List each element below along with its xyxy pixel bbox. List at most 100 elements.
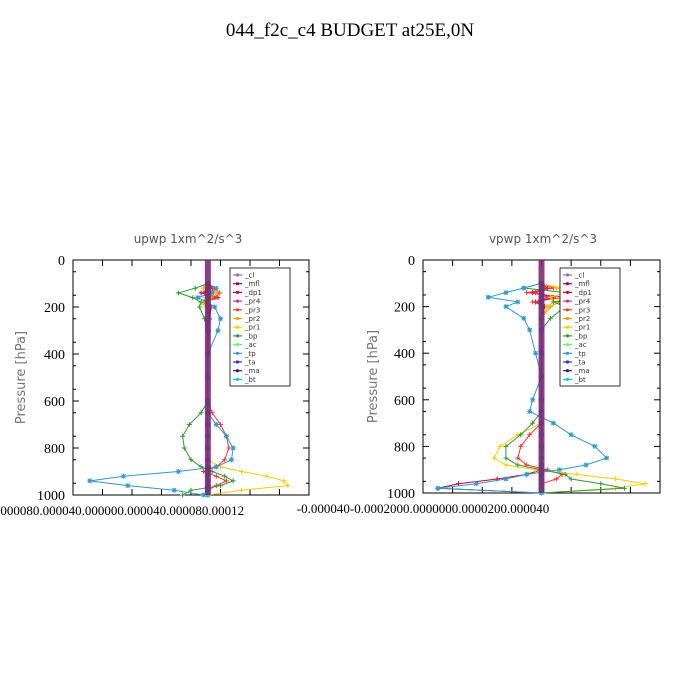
- x-tick-labels: -0.000160.000120.000080.000040.000000.00…: [0, 503, 244, 518]
- legend-marker: [235, 282, 240, 286]
- y-tick-label: 600: [394, 394, 415, 409]
- legend-label: _ac: [574, 341, 587, 349]
- data-point: [503, 462, 509, 468]
- legend-label: _cl: [244, 272, 254, 280]
- legend-label: _tp: [574, 350, 586, 358]
- legend-marker: [565, 334, 570, 338]
- data-point: [87, 478, 93, 484]
- data-point: [186, 422, 192, 427]
- data-point: [527, 327, 533, 333]
- data-point: [198, 410, 204, 416]
- legend-label: _pr3: [244, 306, 260, 314]
- data-point: [212, 304, 218, 310]
- y-tick-label: 200: [44, 301, 65, 316]
- legend-label: _pr1: [244, 324, 260, 332]
- legend-marker: [565, 377, 570, 381]
- y-axis-label: Pressure [hPa]: [366, 330, 381, 423]
- chart-panel-2: vpwp 1xm^2/s^3 Pressure [hPa] 0 200 400 600 80…: [297, 232, 661, 516]
- legend-marker: [235, 377, 240, 381]
- data-point: [515, 455, 521, 461]
- y-tick-label: 800: [394, 440, 415, 455]
- legend-marker: [565, 290, 570, 294]
- y-tick-label: 0: [408, 254, 415, 269]
- data-point: [598, 481, 604, 487]
- data-point: [213, 285, 219, 291]
- data-point: [213, 473, 219, 479]
- data-point: [230, 478, 236, 484]
- legend-marker: [235, 343, 240, 347]
- y-tick-label: 600: [44, 395, 65, 410]
- data-point: [574, 471, 580, 477]
- y-tick-label: 1000: [37, 489, 65, 504]
- data-point: [196, 304, 202, 310]
- legend-label: _pr3: [574, 306, 590, 314]
- legend-label: _mfl: [244, 280, 260, 288]
- data-point: [503, 455, 509, 461]
- data-point: [226, 445, 232, 451]
- data-point: [180, 492, 186, 498]
- data-point: [181, 445, 187, 451]
- legend-label: _bt: [244, 376, 256, 384]
- legend-label: _mfl: [574, 280, 590, 288]
- data-point: [239, 469, 245, 474]
- data-point: [264, 473, 270, 479]
- legend-marker: [235, 308, 240, 312]
- data-point: [175, 469, 181, 474]
- data-point: [201, 492, 207, 498]
- legend-marker: [565, 369, 570, 373]
- data-point: [583, 462, 589, 468]
- legend-marker: [565, 360, 570, 364]
- data-point: [213, 422, 219, 427]
- data-point: [473, 481, 479, 487]
- data-point: [190, 295, 196, 301]
- y-tick-label: 400: [44, 348, 65, 363]
- data-point: [503, 290, 509, 296]
- data-point: [435, 485, 441, 491]
- data-point: [218, 422, 223, 427]
- data-point: [198, 299, 204, 305]
- data-point: [524, 290, 530, 296]
- data-point: [642, 481, 648, 487]
- data-point: [503, 476, 509, 482]
- legend-label: _ta: [244, 359, 256, 367]
- legend-label: _ma: [574, 367, 590, 375]
- data-point: [527, 408, 533, 414]
- data-point: [230, 445, 236, 451]
- legend-label: _pr4: [244, 298, 261, 306]
- legend-label: _ta: [574, 359, 586, 367]
- data-point: [125, 483, 131, 489]
- legend-label: _bp: [574, 332, 588, 340]
- data-point: [171, 487, 177, 493]
- legend-label: _tp: [244, 350, 256, 358]
- legend-marker: [235, 290, 240, 294]
- legend-label: _cl: [574, 272, 584, 280]
- data-point: [521, 315, 527, 321]
- chart-title: upwp 1xm^2/s^3: [134, 232, 243, 246]
- data-point: [180, 433, 186, 439]
- data-point: [218, 483, 223, 489]
- legend: _cl_mfl_dp1_pr4_pr3_pr2_pr1_bp_ac_tp_ta_…: [559, 267, 621, 387]
- legend-marker: [565, 343, 570, 347]
- chart-panel-1: upwp 1xm^2/s^3 Pressure [hPa] 0 200 400 600 80…: [0, 232, 310, 518]
- legend-label: _pr2: [244, 315, 260, 323]
- legend-marker: [565, 273, 570, 277]
- legend-marker: [235, 316, 240, 321]
- legend-marker: [565, 325, 570, 329]
- data-point: [556, 467, 562, 473]
- y-tick-label: 200: [394, 301, 415, 316]
- data-point: [195, 295, 201, 301]
- legend-marker: [235, 299, 240, 303]
- legend-marker: [235, 369, 240, 373]
- data-point: [239, 487, 245, 493]
- legend-marker: [565, 282, 570, 286]
- data-point: [223, 433, 229, 439]
- data-point: [568, 476, 574, 482]
- data-point: [521, 285, 527, 291]
- data-point: [527, 432, 533, 438]
- data-point: [503, 443, 509, 449]
- data-point: [518, 432, 524, 438]
- legend-marker: [565, 299, 570, 303]
- legend: _cl_mfl_dp1_pr4_pr3_pr2_pr1_bp_ac_tp_ta_…: [229, 267, 291, 387]
- data-point: [121, 473, 127, 479]
- series-line-dp1: [437, 282, 554, 494]
